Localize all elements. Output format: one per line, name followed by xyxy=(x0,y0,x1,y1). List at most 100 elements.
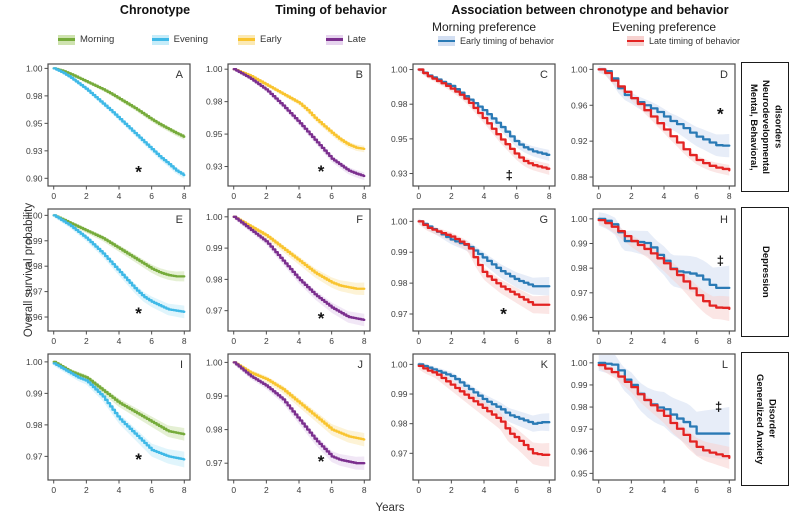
survival-plot-A: 1.00 0.98 0.95 0.93 0.90 0 2 4 6 8 A * xyxy=(26,63,191,201)
survival-plot-L: 1.00 0.99 0.98 0.97 0.96 0.95 0 2 4 6 8 L ‡ xyxy=(571,353,736,495)
survival-plot-H: 1.00 0.99 0.98 0.97 0.96 0 2 4 6 8 H ‡ xyxy=(571,208,736,346)
panel-K: 1.00 0.99 0.98 0.97 0 2 4 6 8 K xyxy=(383,346,567,507)
svg-text:0: 0 xyxy=(51,336,56,346)
svg-text:0.99: 0.99 xyxy=(206,391,223,401)
svg-text:2: 2 xyxy=(629,191,634,201)
svg-text:0.97: 0.97 xyxy=(206,306,223,316)
svg-text:1.00: 1.00 xyxy=(206,357,223,367)
svg-text:1.00: 1.00 xyxy=(391,359,408,369)
svg-text:0.99: 0.99 xyxy=(571,380,588,390)
survival-plot-K: 1.00 0.99 0.98 0.97 0 2 4 6 8 K xyxy=(391,353,556,495)
significance-symbol: ‡ xyxy=(717,253,724,268)
sub-header-evening-preference: Evening preference xyxy=(611,20,717,34)
legend-item-early: Early xyxy=(238,34,282,45)
yellow-line-swatch-icon xyxy=(238,34,255,45)
svg-text:2: 2 xyxy=(264,485,269,495)
svg-text:1.00: 1.00 xyxy=(26,63,43,73)
significance-symbol: * xyxy=(135,163,142,182)
row-label-box-2: Generalized Anxiety Disorder xyxy=(741,352,789,486)
significance-symbol: * xyxy=(318,309,325,328)
svg-text:0: 0 xyxy=(231,336,236,346)
svg-text:0.97: 0.97 xyxy=(571,424,588,434)
panel-C: 1.00 0.98 0.95 0.93 0 2 4 6 8 C ‡ xyxy=(383,56,567,213)
svg-text:4: 4 xyxy=(482,191,487,201)
panel-A: 1.00 0.98 0.95 0.93 0.90 0 2 4 6 8 A * xyxy=(18,56,202,213)
svg-text:0.97: 0.97 xyxy=(391,448,408,458)
significance-symbol: * xyxy=(135,450,142,469)
svg-text:8: 8 xyxy=(362,336,367,346)
svg-text:0.98: 0.98 xyxy=(26,261,43,271)
panel-H: 1.00 0.99 0.98 0.97 0.96 0 2 4 6 8 H ‡ xyxy=(563,201,747,358)
svg-text:2: 2 xyxy=(264,191,269,201)
svg-text:6: 6 xyxy=(329,485,334,495)
panel-J: 1.00 0.99 0.98 0.97 0 2 4 6 8 J * xyxy=(198,346,382,507)
svg-text:4: 4 xyxy=(662,191,667,201)
svg-text:4: 4 xyxy=(482,485,487,495)
svg-text:8: 8 xyxy=(727,336,732,346)
svg-text:8: 8 xyxy=(547,336,552,346)
svg-text:1.00: 1.00 xyxy=(571,64,588,74)
svg-text:0.98: 0.98 xyxy=(206,425,223,435)
svg-text:4: 4 xyxy=(482,336,487,346)
column-header-chronotype: Chronotype xyxy=(119,3,191,17)
survival-plot-J: 1.00 0.99 0.98 0.97 0 2 4 6 8 J * xyxy=(206,353,371,495)
svg-text:1.00: 1.00 xyxy=(206,212,223,222)
svg-text:8: 8 xyxy=(182,485,187,495)
survival-plot-B: 1.00 0.98 0.95 0.93 0 2 4 6 8 B * xyxy=(206,63,371,201)
svg-text:0.96: 0.96 xyxy=(26,312,43,322)
survival-plot-E: 1.00 0.99 0.98 0.97 0.96 0 2 4 6 8 E * xyxy=(26,208,191,346)
panel-L: 1.00 0.99 0.98 0.97 0.96 0.95 0 2 4 6 8 L ‡ xyxy=(563,346,747,507)
svg-text:2: 2 xyxy=(629,485,634,495)
svg-text:0.95: 0.95 xyxy=(206,129,223,139)
panel-F: 1.00 0.99 0.98 0.97 0 2 4 6 8 F * xyxy=(198,201,382,358)
legend-label: Evening xyxy=(173,34,208,45)
svg-text:4: 4 xyxy=(662,336,667,346)
survival-plot-F: 1.00 0.99 0.98 0.97 0 2 4 6 8 F * xyxy=(206,208,371,346)
svg-text:1.00: 1.00 xyxy=(26,210,43,220)
svg-text:8: 8 xyxy=(727,485,732,495)
svg-text:6: 6 xyxy=(514,485,519,495)
svg-text:0.99: 0.99 xyxy=(26,388,43,398)
significance-symbol: * xyxy=(318,162,325,181)
svg-text:6: 6 xyxy=(149,191,154,201)
svg-text:0.99: 0.99 xyxy=(571,239,588,249)
svg-text:6: 6 xyxy=(329,191,334,201)
legend-item-early-timing-of-behavior: Early timing of behavior xyxy=(438,36,554,46)
panel-letter-B: B xyxy=(356,69,363,81)
legend-label: Morning xyxy=(80,34,115,45)
green-line-swatch-icon xyxy=(58,34,75,45)
panel-letter-K: K xyxy=(541,359,549,371)
svg-text:0.98: 0.98 xyxy=(26,91,43,101)
legend-item-morning: Morning xyxy=(58,34,114,45)
panel-D: 1.00 0.96 0.92 0.88 0 2 4 6 8 D * xyxy=(563,56,747,213)
svg-text:0.92: 0.92 xyxy=(571,136,588,146)
svg-text:2: 2 xyxy=(264,336,269,346)
svg-text:0.98: 0.98 xyxy=(391,278,408,288)
svg-text:4: 4 xyxy=(297,336,302,346)
significance-symbol: * xyxy=(717,104,724,123)
svg-text:0: 0 xyxy=(231,485,236,495)
svg-text:8: 8 xyxy=(727,191,732,201)
svg-text:0.98: 0.98 xyxy=(26,420,43,430)
svg-text:8: 8 xyxy=(182,336,187,346)
svg-text:6: 6 xyxy=(694,336,699,346)
significance-symbol: * xyxy=(318,452,325,471)
svg-text:0.99: 0.99 xyxy=(391,247,408,257)
legend-label: Early xyxy=(260,34,282,45)
svg-text:2: 2 xyxy=(629,336,634,346)
legend-item-evening: Evening xyxy=(151,34,208,45)
panel-letter-G: G xyxy=(539,214,548,226)
panel-I: 1.00 0.99 0.98 0.97 0 2 4 6 8 I * xyxy=(18,346,202,507)
svg-text:2: 2 xyxy=(84,191,89,201)
svg-text:4: 4 xyxy=(297,485,302,495)
legend-label: Early timing of behavior xyxy=(460,36,555,46)
legend-label: Late timing of behavior xyxy=(648,36,740,46)
svg-text:2: 2 xyxy=(84,336,89,346)
svg-text:0.95: 0.95 xyxy=(26,118,43,128)
svg-text:4: 4 xyxy=(117,191,122,201)
cyan-line-swatch-icon xyxy=(151,34,169,45)
svg-text:2: 2 xyxy=(449,336,454,346)
svg-text:0.99: 0.99 xyxy=(206,243,223,253)
panel-letter-H: H xyxy=(720,214,728,226)
svg-text:1.00: 1.00 xyxy=(26,357,43,367)
